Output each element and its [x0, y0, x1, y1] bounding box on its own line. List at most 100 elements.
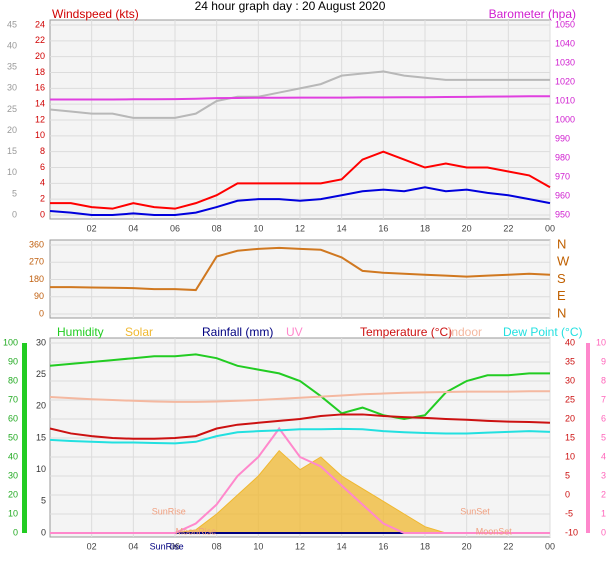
- x-tick-label: 04: [128, 541, 138, 551]
- y-tick-label: 5: [601, 432, 606, 442]
- y-tick-label: -10: [565, 527, 578, 537]
- y-tick-label: 1040: [555, 38, 575, 48]
- x-tick-label: 14: [337, 223, 347, 233]
- annotation: MoonSet: [476, 526, 513, 536]
- x-tick-label: 08: [212, 541, 222, 551]
- wind-axis-title: Windspeed (kts): [52, 7, 139, 21]
- y-tick-label: 10: [8, 508, 18, 518]
- humidity-axis-bar: [22, 343, 27, 533]
- y-tick-label: 25: [7, 104, 17, 114]
- y-tick-label: 45: [7, 19, 17, 29]
- series-line: [50, 150, 551, 210]
- y-tick-label: 30: [36, 337, 46, 347]
- y-tick-label: 20: [35, 51, 45, 61]
- y-tick-label: 15: [565, 432, 575, 442]
- y-tick-label: 7: [601, 394, 606, 404]
- y-tick-label: 15: [36, 432, 46, 442]
- y-tick-label: 20: [7, 125, 17, 135]
- series-line: [50, 95, 550, 101]
- y-tick-label: 30: [565, 375, 575, 385]
- y-tick-label: 40: [8, 451, 18, 461]
- y-tick-label: 12: [35, 114, 45, 124]
- series-line: [49, 390, 550, 403]
- x-tick-label: 22: [503, 223, 513, 233]
- y-tick-label: 35: [7, 62, 17, 72]
- y-tick-label: 5: [41, 496, 46, 506]
- y-tick-label: 0: [40, 209, 45, 219]
- series-line: [49, 427, 551, 445]
- y-tick-label: 270: [29, 257, 44, 267]
- y-tick-label: 360: [29, 239, 44, 249]
- y-tick-label: 25: [565, 394, 575, 404]
- y-tick-label: 14: [35, 99, 45, 109]
- x-tick-label: 12: [295, 541, 305, 551]
- y-tick-label: 40: [7, 40, 17, 50]
- y-tick-label: 20: [565, 413, 575, 423]
- y-tick-label: 1050: [555, 19, 575, 29]
- y-tick-label: 18: [35, 67, 45, 77]
- y-tick-label: 0: [41, 527, 46, 537]
- y-tick-label: 100: [3, 337, 18, 347]
- y-tick-label: 10: [35, 130, 45, 140]
- legend-entry: Temperature (°C): [360, 325, 452, 339]
- x-tick-label: 02: [87, 541, 97, 551]
- x-tick-label: 20: [462, 541, 472, 551]
- x-tick-label: 00: [545, 541, 555, 551]
- y-tick-label: 180: [29, 274, 44, 284]
- legend-entry: Humidity: [57, 325, 104, 339]
- y-tick-label: 1020: [555, 76, 575, 86]
- y-tick-label: 9: [601, 356, 606, 366]
- legend-entry: Solar: [125, 325, 153, 339]
- x-tick-label: 02: [87, 223, 97, 233]
- y-tick-label: 6: [601, 413, 606, 423]
- x-tick-label: 22: [503, 541, 513, 551]
- y-tick-label: 2: [601, 489, 606, 499]
- x-tick-label: 06: [170, 223, 180, 233]
- series-line: [50, 246, 551, 292]
- legend-entry: Dew Point (°C): [503, 325, 582, 339]
- y-tick-label: 10: [7, 167, 17, 177]
- x-tick-label: 18: [420, 223, 430, 233]
- x-tick-label: 10: [253, 541, 263, 551]
- x-tick-label: 20: [462, 223, 472, 233]
- y-tick-label: 960: [555, 190, 570, 200]
- y-tick-label: 5: [565, 470, 570, 480]
- y-tick-label: 30: [7, 83, 17, 93]
- y-tick-label: 1000: [555, 114, 575, 124]
- x-tick-label: 16: [378, 541, 388, 551]
- y-tick-label: N: [557, 305, 566, 320]
- legend-entry: Rainfall (mm): [202, 325, 273, 339]
- y-tick-label: 990: [555, 133, 570, 143]
- y-tick-label: 970: [555, 171, 570, 181]
- x-tick-label: 00: [545, 223, 555, 233]
- uv-axis-bar: [586, 343, 590, 533]
- y-tick-label: 35: [565, 356, 575, 366]
- y-tick-label: 4: [40, 178, 45, 188]
- y-tick-label: 60: [8, 413, 18, 423]
- y-tick-label: 70: [8, 394, 18, 404]
- y-tick-label: 4: [601, 451, 606, 461]
- y-tick-label: 50: [8, 432, 18, 442]
- y-tick-label: 0: [12, 209, 17, 219]
- y-tick-label: 90: [8, 356, 18, 366]
- y-tick-label: 0: [601, 527, 606, 537]
- x-tick-label: 10: [253, 223, 263, 233]
- y-tick-label: 16: [35, 83, 45, 93]
- chart-title: 24 hour graph day : 20 August 2020: [195, 0, 386, 13]
- y-tick-label: 40: [565, 337, 575, 347]
- y-tick-label: 10: [596, 337, 606, 347]
- y-tick-label: 8: [601, 375, 606, 385]
- y-tick-label: 90: [34, 291, 44, 301]
- y-tick-label: 25: [36, 369, 46, 379]
- y-tick-label: N: [557, 236, 566, 251]
- y-tick-label: 0: [13, 527, 18, 537]
- y-tick-label: 2: [40, 194, 45, 204]
- y-tick-label: 5: [12, 188, 17, 198]
- barometer-axis-title: Barometer (hpa): [489, 7, 576, 21]
- x-tick-label: 16: [378, 223, 388, 233]
- y-tick-label: 1010: [555, 95, 575, 105]
- series-line: [49, 413, 551, 440]
- y-tick-label: 0: [565, 489, 570, 499]
- y-tick-label: -5: [565, 508, 573, 518]
